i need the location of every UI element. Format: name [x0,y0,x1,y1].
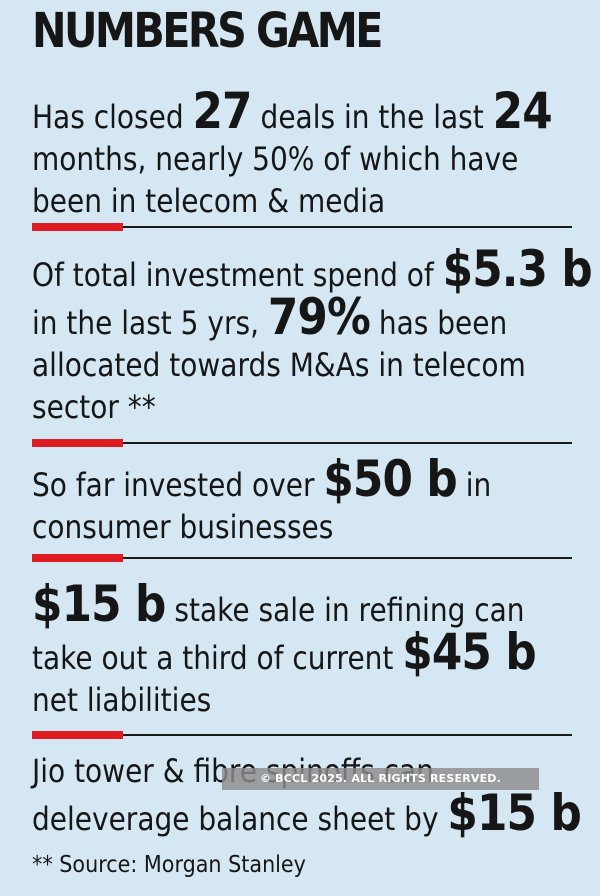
stat-line: deleverage balance sheet by $15 b [32,788,582,840]
section-divider [32,439,572,447]
divider-accent [32,731,123,739]
stat-block: Of total investment spend of $5.3 b in th… [32,244,593,428]
section-divider [32,731,572,739]
stat-text: allocated towards M&As in telecom [32,346,526,384]
copyright-watermark: © BCCL 2025. ALL RIGHTS RESERVED. [222,768,539,790]
stat-block: $15 b stake sale in refining can take out… [32,579,537,721]
stat-line: $15 b stake sale in refining can [32,579,536,631]
stat-text: net liabilities [32,681,212,719]
stat-text: sector ** [32,388,156,426]
stat-text: months, nearly 50% of which have [32,140,519,178]
highlight-figure: $15 b [447,784,581,842]
highlight-figure: 24 [492,82,553,140]
divider-accent [32,223,123,231]
stat-line: Has closed 27 deals in the last 24 [32,86,553,138]
stat-line: consumer businesses [32,506,491,548]
source-note: ** Source: Morgan Stanley [32,852,306,878]
stat-text: in [456,466,492,504]
stat-block: Jio tower & fibre spinoffs candeleverage… [32,750,582,840]
highlight-figure: $45 b [402,623,536,681]
page-title: NUMBERS GAME [32,3,383,59]
highlight-figure: $5.3 b [442,240,593,298]
stat-text: has been [369,304,508,342]
divider-accent [32,439,123,447]
stat-text: Has closed [32,98,193,136]
section-divider [32,554,572,562]
stat-text: Of total investment spend of [32,256,443,294]
stat-text: been in telecom & media [32,182,386,220]
stat-line: sector ** [32,386,592,428]
stat-line: allocated towards M&As in telecom [32,344,592,386]
highlight-figure: 27 [192,82,252,140]
stat-text: in the last 5 yrs, [32,304,268,342]
stat-line: in the last 5 yrs, 79% has been [32,292,592,344]
stat-text: deals in the last [251,98,493,136]
stat-line: Of total investment spend of $5.3 b [32,244,593,296]
stat-line: So far invested over $50 b in [32,454,492,506]
highlight-figure: 79% [267,288,371,346]
stat-line: take out a third of current $45 b [32,627,537,679]
stat-line: been in telecom & media [32,180,552,222]
divider-accent [32,554,123,562]
stat-text: stake sale in refining can [165,591,525,629]
stat-text: take out a third of current [32,639,403,677]
stat-block: So far invested over $50 b in consumer bu… [32,454,492,548]
stat-text: consumer businesses [32,508,334,546]
highlight-figure: $15 b [32,575,166,633]
stat-block: Has closed 27 deals in the last 24 months… [32,86,553,222]
stat-line: months, nearly 50% of which have [32,138,552,180]
stat-text: deleverage balance sheet by [32,800,448,838]
section-divider [32,223,572,231]
stat-text: So far invested over [32,466,324,504]
stat-line: net liabilities [32,679,536,721]
highlight-figure: $50 b [323,450,457,508]
